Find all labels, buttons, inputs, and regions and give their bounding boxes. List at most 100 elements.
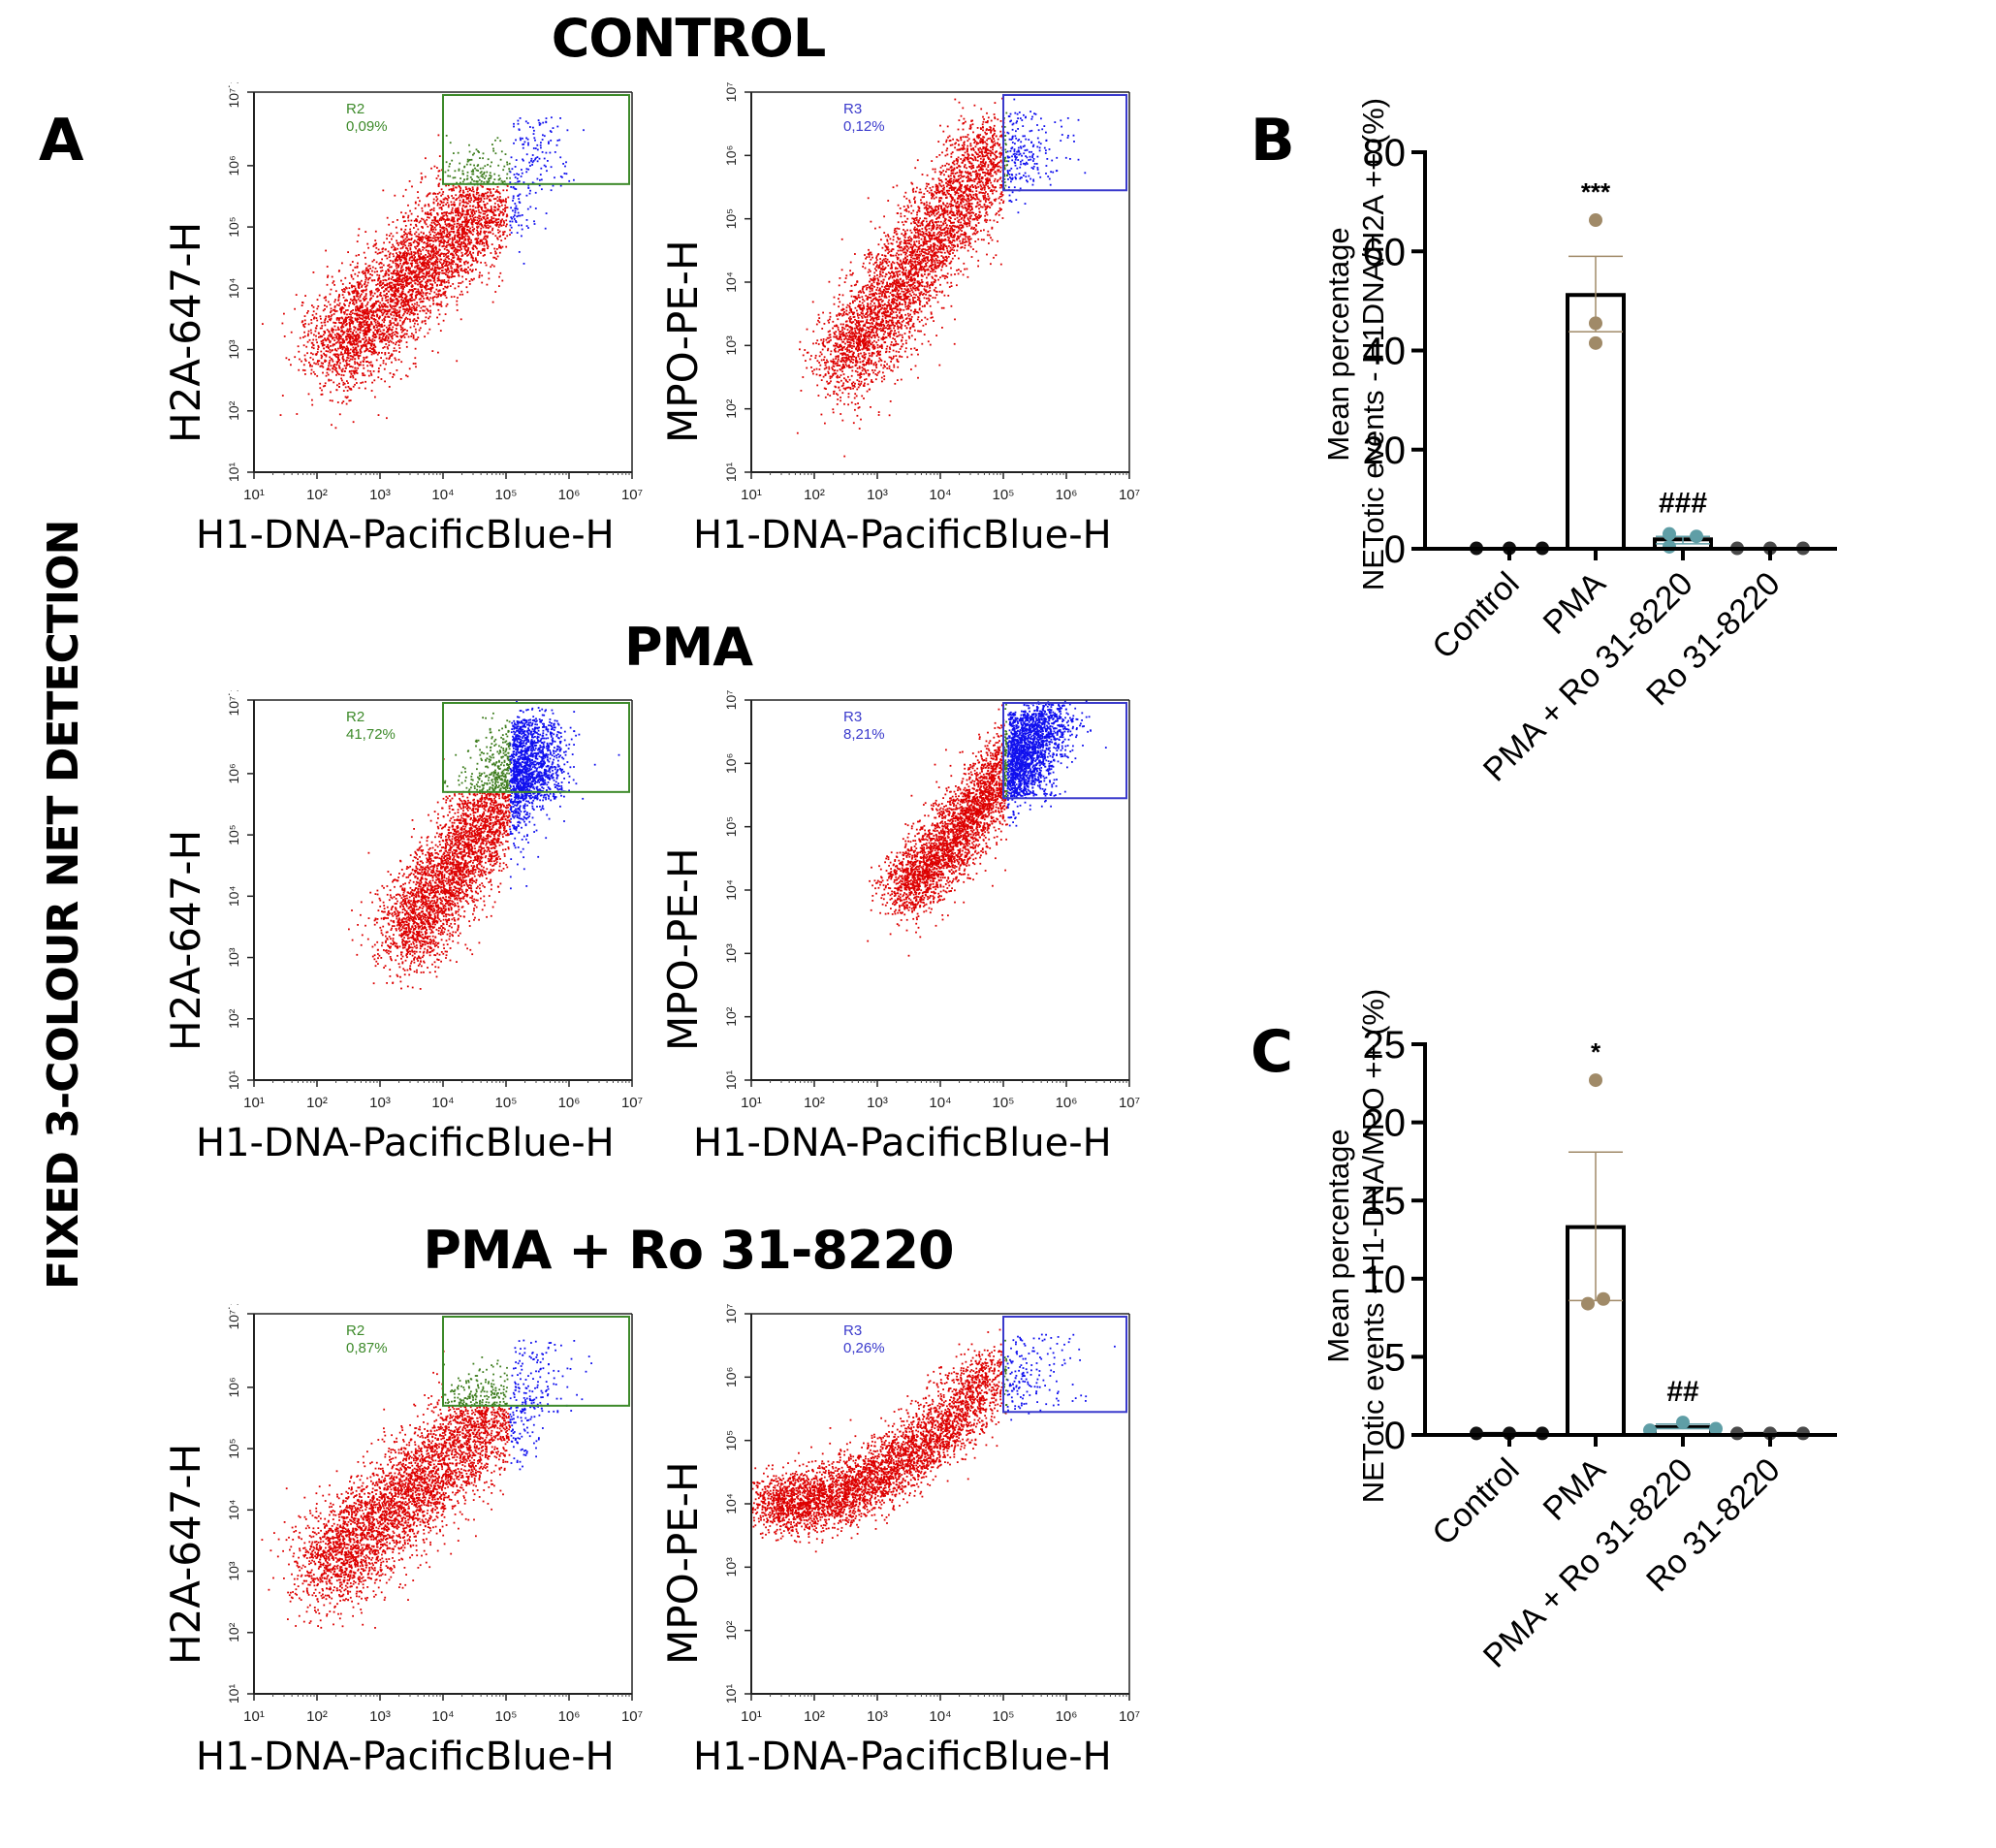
event-dot — [498, 214, 500, 217]
event-dot — [380, 333, 383, 335]
event-dot — [459, 242, 462, 245]
event-dot — [379, 302, 382, 304]
event-dot — [472, 209, 475, 211]
event-dot — [351, 342, 354, 345]
event-dot — [397, 359, 400, 361]
event-dot — [408, 313, 411, 316]
event-dot — [452, 260, 455, 262]
event-dot — [491, 221, 494, 224]
event-dot — [451, 208, 454, 211]
event-dot — [427, 212, 429, 215]
event-dot — [477, 150, 479, 152]
event-dot — [437, 254, 440, 257]
event-dot — [539, 122, 542, 125]
event-dot — [463, 261, 466, 264]
event-dot — [320, 394, 323, 396]
event-dot — [443, 279, 446, 281]
event-dot — [479, 271, 481, 274]
event-dot — [390, 293, 393, 296]
event-dot — [417, 197, 420, 199]
event-dot — [466, 291, 469, 294]
event-dot — [461, 221, 463, 223]
event-dot — [365, 297, 367, 300]
event-dot — [403, 231, 405, 233]
event-dot — [497, 221, 500, 224]
event-dot — [485, 231, 488, 233]
event-dot — [433, 216, 436, 218]
event-dot — [469, 163, 472, 166]
event-dot — [339, 308, 341, 310]
event-dot — [343, 365, 346, 367]
event-dot — [1015, 199, 1018, 201]
event-dot — [396, 263, 399, 266]
event-dot — [428, 299, 430, 302]
event-dot — [929, 304, 932, 307]
event-dot — [372, 327, 375, 330]
event-dot — [492, 256, 495, 259]
event-dot — [435, 267, 437, 269]
event-dot — [378, 328, 381, 331]
event-dot — [840, 361, 843, 363]
event-dot — [457, 218, 459, 221]
event-dot — [341, 358, 344, 360]
event-dot — [868, 345, 871, 347]
event-dot — [502, 180, 504, 183]
event-dot — [518, 251, 521, 253]
event-dot — [468, 159, 471, 161]
event-dot — [894, 330, 896, 332]
event-dot — [525, 171, 528, 174]
event-dot — [432, 209, 435, 212]
event-dot — [893, 364, 896, 366]
event-dot — [527, 142, 529, 144]
event-dot — [416, 245, 419, 247]
event-dot — [481, 242, 484, 245]
event-dot — [325, 345, 328, 348]
event-dot — [424, 335, 426, 338]
event-dot — [490, 252, 492, 254]
event-dot — [422, 275, 425, 277]
event-dot — [464, 271, 467, 273]
event-dot — [838, 346, 840, 349]
event-dot — [465, 286, 468, 289]
event-dot — [504, 238, 507, 239]
event-dot — [306, 311, 308, 314]
event-dot — [378, 304, 381, 307]
event-dot — [540, 142, 542, 143]
event-dot — [498, 224, 501, 226]
event-dot — [410, 239, 413, 240]
event-dot — [940, 179, 942, 181]
event-dot — [393, 286, 396, 289]
event-dot — [407, 269, 410, 271]
event-dot — [381, 340, 384, 343]
event-dot — [494, 152, 497, 155]
event-dot — [439, 262, 442, 264]
event-dot — [416, 338, 419, 340]
event-dot — [335, 349, 338, 352]
event-dot — [307, 330, 310, 333]
event-dot — [340, 368, 343, 371]
event-dot — [354, 348, 357, 351]
event-dot — [444, 258, 447, 261]
event-dot — [439, 237, 442, 239]
event-dot — [350, 335, 352, 337]
event-dot — [335, 361, 338, 364]
event-dot — [402, 276, 404, 279]
event-dot — [346, 316, 348, 319]
event-dot — [849, 355, 852, 358]
event-dot — [423, 246, 426, 249]
event-dot — [456, 303, 459, 306]
event-dot — [506, 176, 508, 179]
event-dot — [415, 235, 418, 238]
event-dot — [408, 282, 411, 284]
event-dot — [512, 197, 515, 200]
event-dot — [453, 189, 455, 192]
event-dot — [338, 319, 340, 321]
event-dot — [423, 309, 426, 312]
event-dot — [376, 313, 378, 316]
event-dot — [469, 176, 472, 178]
flow-xlabel: H1-DNA-PacificBlue-H — [196, 513, 615, 558]
event-dot — [413, 288, 416, 290]
event-dot — [1024, 203, 1027, 205]
event-dot — [958, 119, 961, 121]
event-dot — [332, 370, 333, 373]
